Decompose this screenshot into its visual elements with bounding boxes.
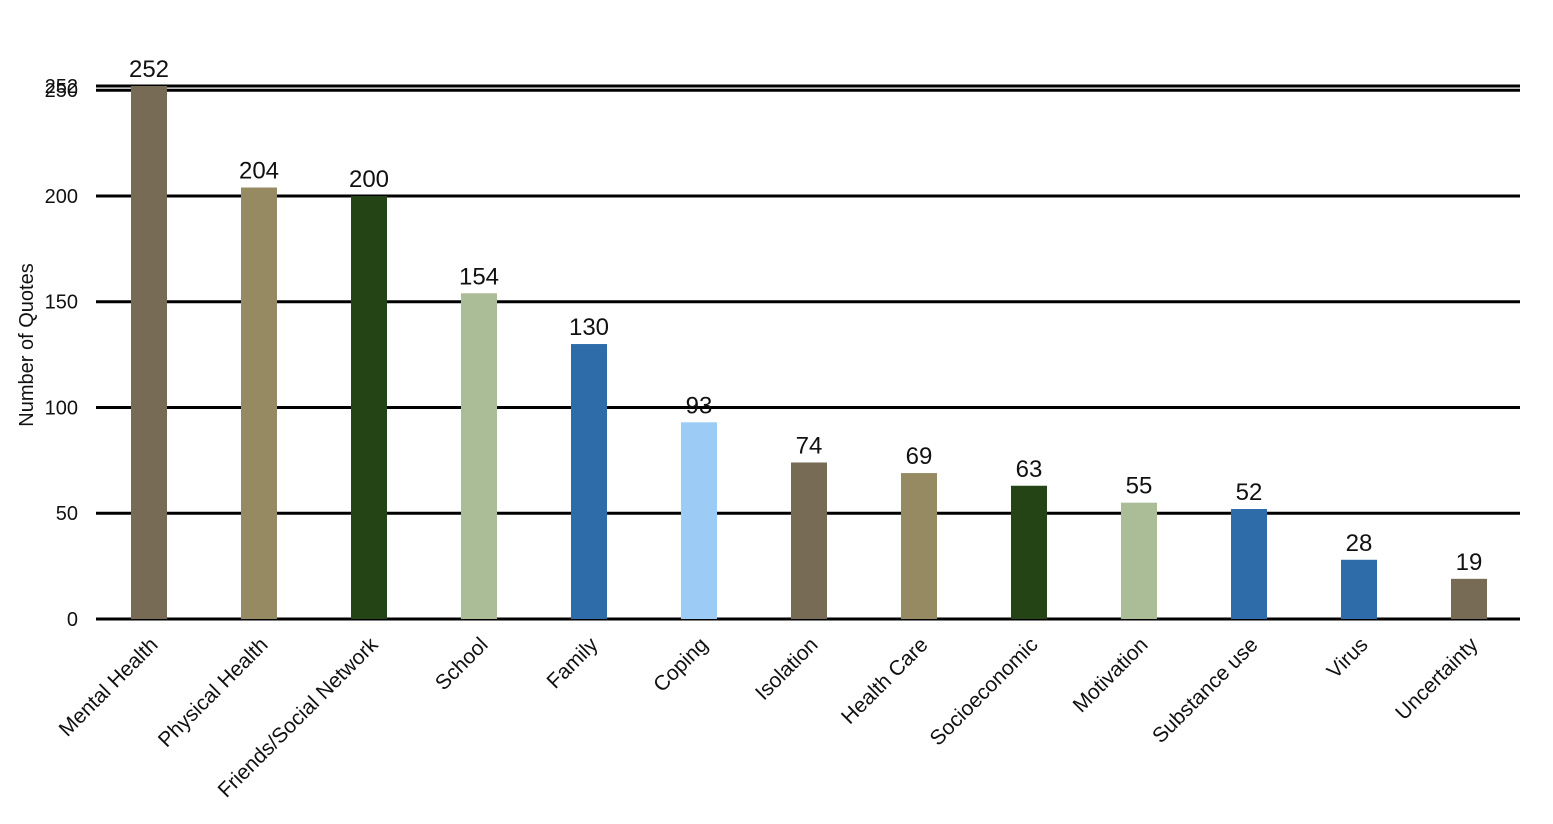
bars — [131, 86, 1487, 619]
data-label: 55 — [1126, 473, 1153, 500]
value-labels: 252 204 200 154 130 93 74 69 63 55 52 28 19 — [129, 56, 1482, 576]
data-label: 252 — [129, 56, 169, 83]
y-tick-label: 252 — [45, 76, 78, 98]
x-tick-label: Family — [543, 633, 603, 693]
x-tick-label: Health Care — [837, 633, 933, 729]
data-label: 200 — [349, 166, 389, 193]
x-tick-label: Motivation — [1069, 633, 1153, 717]
bar — [791, 462, 827, 619]
data-label: 28 — [1346, 530, 1373, 557]
x-tick-label: School — [431, 633, 493, 695]
bar — [571, 344, 607, 619]
data-label: 69 — [906, 443, 933, 470]
x-tick-label: Physical Health — [154, 633, 273, 752]
bar — [1121, 502, 1157, 619]
y-tick-label: 250 — [45, 80, 78, 102]
bar — [351, 195, 387, 619]
data-label: 74 — [796, 432, 823, 459]
bar — [131, 86, 167, 619]
bar — [1231, 509, 1267, 619]
data-label: 19 — [1456, 549, 1483, 576]
bar — [681, 422, 717, 619]
gridlines — [96, 84, 1520, 621]
x-tick-label: Isolation — [751, 633, 823, 705]
bar — [901, 473, 937, 619]
data-label: 154 — [459, 263, 499, 290]
data-label: 130 — [569, 314, 609, 341]
y-tick-label: 150 — [45, 292, 78, 314]
x-tick-label: Coping — [649, 633, 712, 696]
bar — [1451, 578, 1487, 619]
y-tick-label: 0 — [67, 609, 78, 631]
x-tick-label: Socioeconomic — [926, 633, 1043, 750]
y-tick-label: 50 — [56, 503, 78, 525]
bar — [241, 187, 277, 619]
y-tick-label: 100 — [45, 397, 78, 419]
x-tick-label: Uncertainty — [1391, 633, 1483, 725]
data-label: 52 — [1236, 479, 1263, 506]
data-label: 63 — [1016, 456, 1043, 483]
bar — [1341, 559, 1377, 619]
bar — [461, 293, 497, 619]
y-tick-label: 200 — [45, 186, 78, 208]
x-tick-label: Mental Health — [55, 633, 163, 741]
data-label: 93 — [686, 392, 713, 419]
x-tick-label: Virus — [1323, 633, 1373, 683]
bar — [1011, 485, 1047, 619]
y-axis-title: Number of Quotes — [16, 263, 38, 426]
x-tick-label: Substance use — [1148, 633, 1263, 748]
data-label: 204 — [239, 158, 279, 185]
